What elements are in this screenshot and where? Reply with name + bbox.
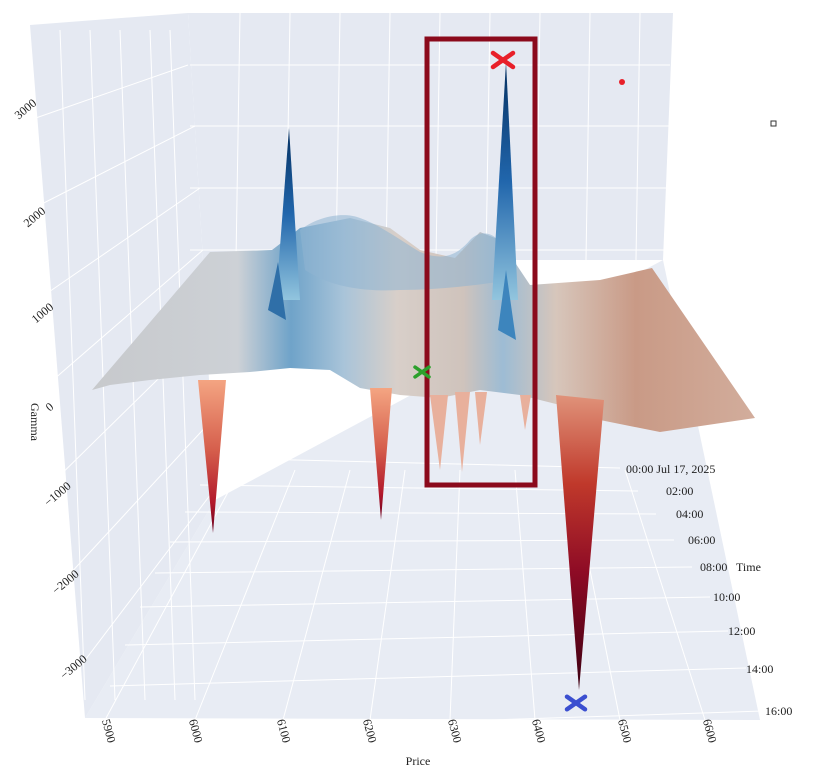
x-tick-label: 6500 (615, 718, 635, 745)
dip-small-4 (520, 395, 531, 430)
dip-small-2 (455, 392, 470, 472)
grid-line (485, 12, 491, 261)
y-tick-label: 08:00 (700, 560, 727, 574)
grid-line (449, 469, 461, 721)
y-axis-title: Time (736, 560, 761, 574)
grid-line (235, 12, 241, 261)
z-tick-label: 1000 (29, 300, 56, 326)
marker-spot (413, 365, 431, 379)
x-tick-label: 6200 (360, 718, 380, 745)
y-tick-label: 14:00 (746, 662, 773, 676)
x-tick-label: 6300 (445, 718, 465, 745)
spike-6370 (492, 62, 518, 300)
legend-red-dot (619, 79, 625, 85)
surface-ridge (300, 215, 510, 291)
spike-6100 (276, 128, 300, 300)
z-axis-title: Gamma (28, 403, 42, 442)
marker-min-gamma (564, 694, 588, 712)
dip-small-1 (430, 395, 448, 470)
y-tick-label: 06:00 (688, 533, 715, 547)
grid-line (69, 489, 215, 681)
grid-line (635, 12, 641, 261)
grid-line (29, 187, 201, 306)
x-tick-label: 5900 (99, 718, 119, 745)
back-wall (188, 13, 673, 260)
grid-line (435, 12, 441, 261)
spike-6370-b (498, 270, 516, 340)
grid-line (59, 29, 86, 701)
y-tick-label: 00:00 Jul 17, 2025 (626, 462, 715, 476)
grid-line (214, 457, 621, 469)
y-tick-label: 04:00 (676, 507, 703, 521)
grid-line (89, 29, 116, 701)
x-tick-label: 6600 (700, 718, 720, 745)
grid-line (585, 12, 591, 261)
grid-line (29, 64, 189, 121)
marker-max-gamma (490, 50, 516, 70)
grid-line (124, 630, 729, 646)
grid-line (624, 469, 706, 721)
y-tick-label: 02:00 (666, 484, 693, 498)
z-tick-label: 0 (43, 400, 57, 415)
x-tick-label: 6400 (529, 718, 549, 745)
dip-6440 (556, 395, 604, 690)
grid-line (385, 12, 391, 261)
x-tick-label: 6000 (186, 718, 206, 745)
highlight-box (424, 36, 538, 488)
z-tick-label: 2000 (21, 204, 48, 230)
dip-6050 (198, 380, 226, 533)
y-tick-label: 10:00 (713, 590, 740, 604)
grid-line (282, 469, 351, 721)
grid-line (194, 469, 296, 721)
grid-line (29, 125, 196, 211)
x-axis-title: Price (406, 754, 431, 768)
grid-line (109, 667, 747, 687)
grid-line (94, 710, 765, 734)
grid-line (154, 566, 693, 574)
x-tick-label: 6100 (274, 718, 294, 745)
legend-small-square (770, 120, 777, 127)
dip-6215 (370, 388, 392, 520)
grid-line (29, 249, 204, 401)
y-tick-label: 16:00 (765, 704, 792, 718)
y-tick-label: 12:00 (728, 624, 755, 638)
spike-6100-b (268, 262, 286, 320)
grid-line (139, 596, 711, 608)
gamma-surface (92, 218, 755, 432)
grid-line (514, 469, 536, 721)
dip-small-3 (475, 392, 487, 445)
